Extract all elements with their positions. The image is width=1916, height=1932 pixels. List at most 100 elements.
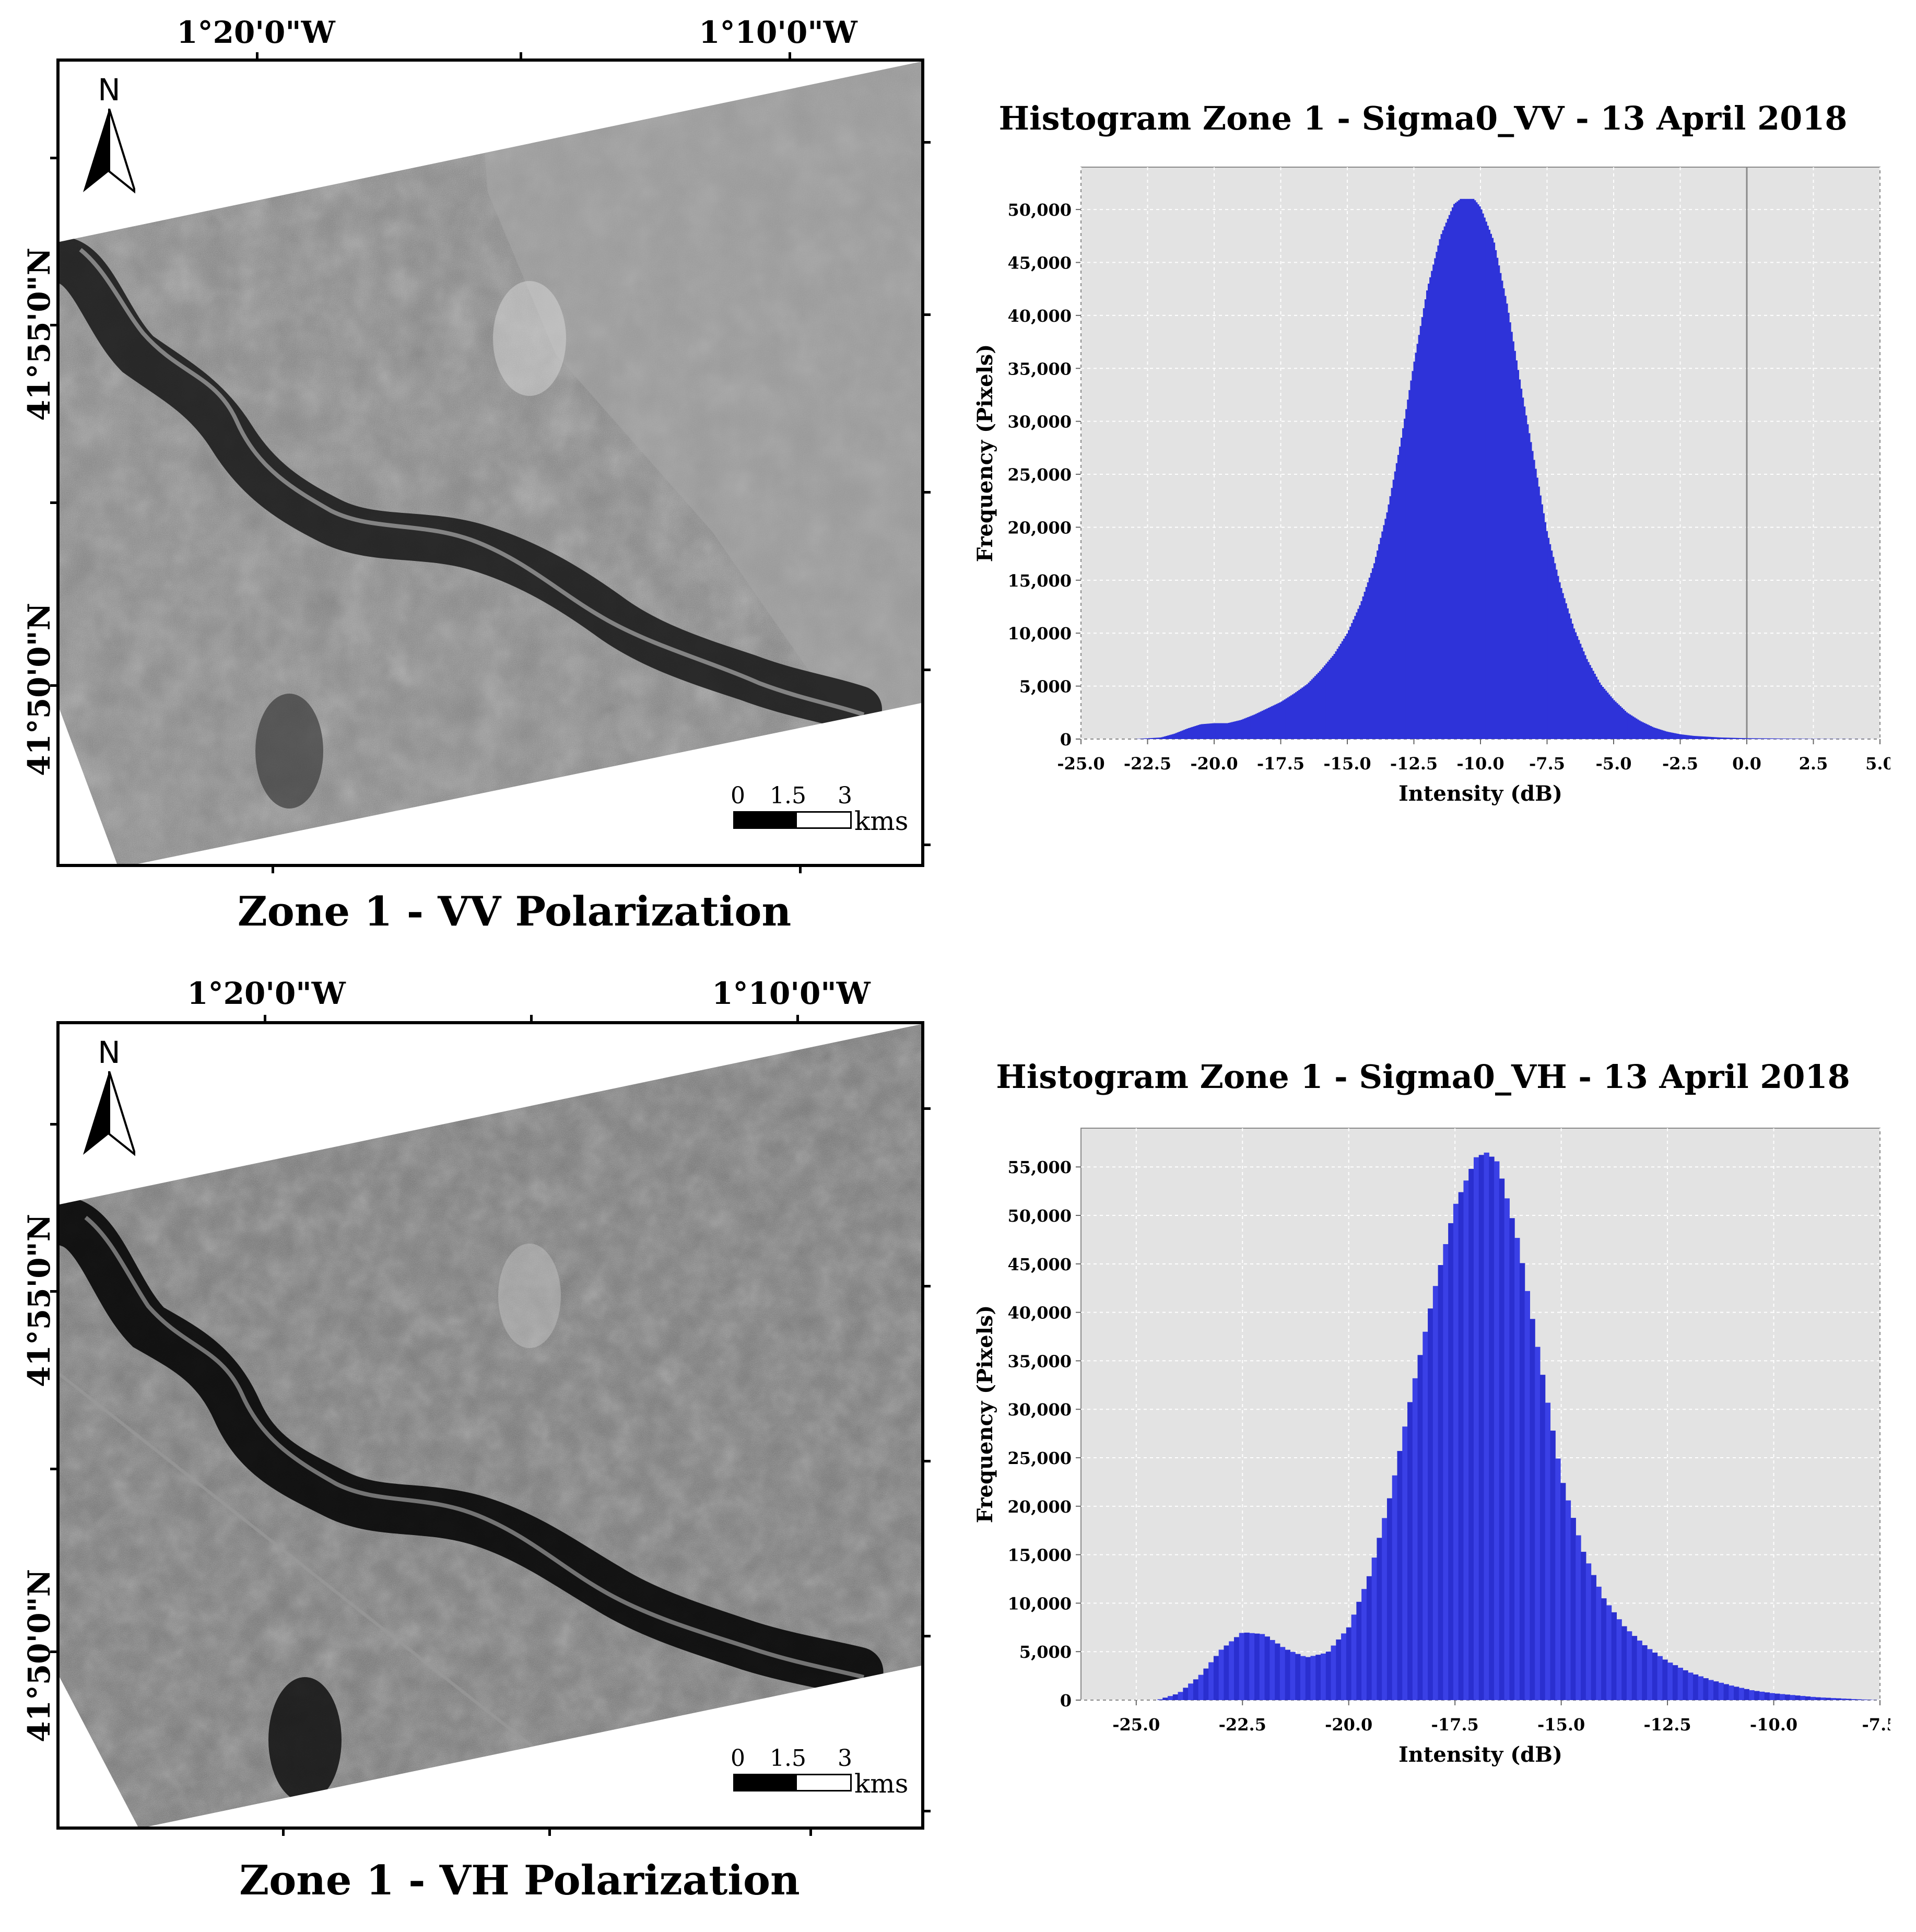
histogram-bin [1750, 738, 1753, 739]
y-tick-label: 35,000 [1008, 359, 1072, 379]
histogram-bin [1331, 1645, 1336, 1700]
x-tick-label: -2.5 [1662, 754, 1698, 774]
histogram-bin [1488, 229, 1490, 739]
histogram-bin [1271, 706, 1273, 739]
histogram-bin [1201, 724, 1203, 739]
histogram-bin [1582, 651, 1585, 739]
map2-tick-right-2 [923, 1285, 931, 1287]
histogram-bin [1249, 716, 1251, 739]
histogram-bin [1701, 736, 1703, 739]
histogram-bin [1525, 415, 1527, 739]
histogram-bin [1708, 1680, 1714, 1700]
histogram-bin [1208, 1662, 1214, 1700]
map-vh: N 0 1.5 3 kms [56, 1021, 924, 1830]
histogram-bin [1710, 736, 1713, 739]
histogram-bin [1402, 1426, 1408, 1700]
histogram-bin [1389, 496, 1392, 739]
histogram-bin [1325, 663, 1327, 739]
histogram-bin [1224, 1645, 1229, 1700]
y-tick-label: 30,000 [1008, 412, 1072, 432]
histogram-bin [1456, 201, 1459, 740]
histogram-bin [1745, 738, 1748, 739]
histogram-bin [1164, 736, 1166, 739]
map2-lat-label-2: 41°50'0"N [21, 1569, 57, 1742]
histogram-bin [1739, 738, 1742, 739]
histogram-bin [1410, 380, 1413, 739]
histogram-bin [1443, 1244, 1449, 1700]
histogram-bin [1432, 1286, 1439, 1700]
histogram-bin [1356, 1601, 1362, 1700]
histogram-bin [1511, 332, 1513, 739]
histogram-bin [1360, 601, 1363, 739]
histogram-bin [1268, 707, 1270, 739]
histogram-bin [1382, 1518, 1388, 1700]
map1-lon-label-2: 1°10'0"W [699, 15, 857, 50]
histogram-bin [1220, 723, 1222, 739]
histogram-bin [1606, 692, 1609, 739]
histogram-bin [1180, 731, 1182, 739]
histogram-bin [1672, 733, 1674, 739]
histogram-bin [1273, 705, 1275, 739]
histogram-bin [1418, 335, 1420, 739]
histogram-bin [1370, 572, 1372, 739]
histogram-bin [1695, 736, 1697, 739]
histogram-bin [1677, 733, 1679, 739]
histogram-bin [1450, 211, 1452, 739]
histogram-bin [1591, 668, 1593, 739]
histogram-bin [1480, 209, 1483, 740]
histogram-bin [1229, 722, 1232, 739]
histogram-bin [1570, 1518, 1576, 1700]
histogram-bin [1208, 723, 1211, 739]
histogram-bin [1478, 206, 1481, 739]
scale-tick-1: 1.5 [770, 1745, 806, 1772]
histogram-bin [1279, 1647, 1286, 1700]
histogram-bin [1330, 658, 1333, 739]
map1-tick-right-3 [923, 491, 931, 494]
histogram-bin [1597, 680, 1600, 739]
histogram-bin [1688, 735, 1690, 739]
histogram-bin [1221, 723, 1224, 739]
histogram-bin [1709, 736, 1711, 739]
histogram-bin [1738, 1688, 1745, 1700]
histogram-bin [1351, 1614, 1357, 1700]
histogram-bin [1541, 504, 1543, 739]
histogram-bin [1558, 582, 1561, 739]
map2-lon-label-1: 1°20'0"W [187, 976, 346, 1011]
histogram-bin [1669, 732, 1671, 739]
histogram-bin [1706, 736, 1708, 739]
histogram-bin [1468, 1168, 1474, 1700]
histogram-bin [1332, 655, 1334, 739]
histogram-bin [1244, 1632, 1250, 1700]
histogram-bin [1629, 714, 1631, 739]
map1-tick-right-2 [923, 313, 931, 316]
histogram-bin [1196, 725, 1198, 739]
y-tick-label: 45,000 [1008, 1255, 1072, 1274]
histogram-bin [1482, 213, 1484, 739]
histogram-vh: 0 5,000 10,000 15,000 20,000 25,000 30,000 35,0… [973, 1128, 1890, 1767]
y-tick-label: 0 [1060, 1691, 1072, 1711]
histogram-series [1133, 198, 1880, 740]
x-tick-label: -15.0 [1323, 754, 1371, 774]
histogram-bin [1274, 705, 1276, 739]
histogram-bin [1595, 676, 1597, 739]
histogram-bin [1496, 257, 1499, 739]
histogram-bin [1688, 1672, 1694, 1700]
histogram-bin [1244, 718, 1246, 739]
sar-image-vh [60, 1024, 921, 1826]
map1-tick-right-4 [923, 669, 931, 671]
histogram-bin [1442, 230, 1444, 739]
histogram-bin [1560, 588, 1562, 739]
histogram-bin [1351, 623, 1353, 739]
histogram-bin [1341, 641, 1344, 739]
histogram-bin [1204, 724, 1206, 739]
histogram-bin [1458, 200, 1460, 740]
histogram-bin [1647, 724, 1649, 739]
histogram-bin [1535, 469, 1537, 739]
map1-tick-top-2 [520, 52, 522, 60]
map1-tick-left-4 [50, 684, 57, 687]
histogram-bin [1611, 698, 1614, 739]
scale-segment-white [795, 811, 852, 829]
histogram-bin [1202, 724, 1205, 739]
map1-tick-right-1 [923, 141, 931, 144]
histogram-bin [1275, 1643, 1280, 1700]
